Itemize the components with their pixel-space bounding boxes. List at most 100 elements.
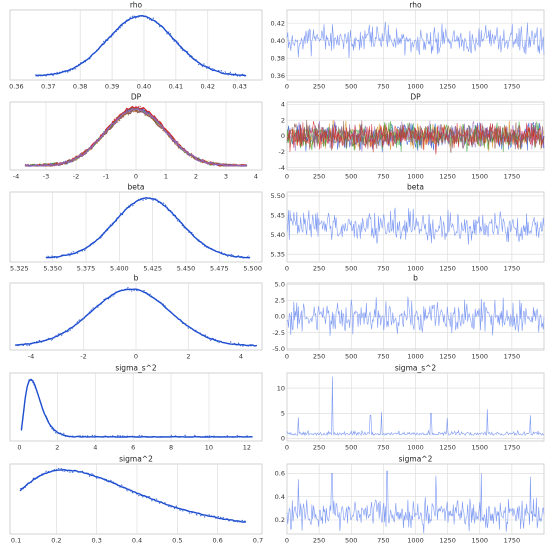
x-tick-label: 500 (345, 265, 357, 273)
x-tick-label: 0.43 (232, 83, 246, 91)
density-chain-dotted (35, 14, 247, 77)
subplot-density-8: sigma_s^2 0 2 4 6 8 10 12 (9, 364, 263, 452)
x-tick-label: 1000 (407, 83, 424, 91)
x-tick-label: -4 (28, 353, 34, 361)
x-tick-label: 5.325 (10, 265, 29, 273)
y-tick-label: -2 (279, 148, 285, 156)
subplot-density-10: sigma^2 0.1 0.2 0.3 0.4 0.5 0.6 0.7 (9, 455, 263, 545)
x-tick-label: 5.500 (243, 265, 262, 273)
plot-frame (9, 463, 263, 535)
x-tick-label: 1750 (504, 537, 521, 545)
x-tick-label: 0.40 (137, 83, 151, 91)
x-tick-label: 3 (224, 173, 228, 181)
x-tick-label: 10 (205, 444, 213, 452)
x-tick-label: 1000 (407, 173, 424, 181)
trace-line-0 (286, 470, 545, 534)
trace-line-0 (286, 376, 545, 437)
x-tick-label: 250 (313, 173, 325, 181)
x-tick-label: 1750 (504, 353, 521, 361)
x-tick-label: 1750 (504, 444, 521, 452)
x-tick-label: 500 (345, 353, 357, 361)
x-tick-label: 2 (55, 444, 59, 452)
x-tick-label: 1250 (439, 537, 456, 545)
x-tick-label: 1750 (504, 83, 521, 91)
x-tick-label: 5.475 (210, 265, 229, 273)
y-tick-label: 0.36 (271, 72, 285, 80)
x-tick-label: 6 (131, 444, 135, 452)
x-tick-label: 1500 (471, 444, 488, 452)
x-tick-label: -4 (13, 173, 19, 181)
x-tick-label: 0.42 (201, 83, 215, 91)
subplot-title: DP (410, 93, 421, 102)
y-tick-label: 0.40 (271, 37, 285, 45)
x-tick-label: 0 (285, 83, 289, 91)
trace-line-0 (286, 296, 545, 336)
x-tick-label: 1500 (471, 173, 488, 181)
density-curve-0 (19, 468, 246, 523)
x-tick-label: 1 (164, 173, 168, 181)
x-tick-label: 250 (313, 444, 325, 452)
x-tick-label: 750 (377, 83, 389, 91)
density-chain-dotted (20, 378, 253, 438)
x-tick-label: -1 (103, 173, 109, 181)
y-tick-label: 5.45 (271, 212, 285, 220)
x-tick-label: 1500 (471, 83, 488, 91)
y-tick-label: -2.5 (272, 329, 285, 337)
subplot-title: DP (131, 93, 142, 102)
density-curve-0 (35, 14, 247, 77)
x-tick-label: 1750 (504, 173, 521, 181)
x-tick-label: 1250 (439, 83, 456, 91)
x-tick-label: 0 (285, 444, 289, 452)
y-tick-label: 10 (277, 384, 285, 392)
x-tick-label: 1750 (504, 265, 521, 273)
y-tick-label: 5.35 (271, 250, 285, 258)
x-tick-label: 0 (134, 353, 138, 361)
density-curve-5 (24, 108, 248, 167)
x-tick-label: 750 (377, 537, 389, 545)
subplot-title: b (134, 274, 139, 283)
x-tick-label: 1500 (471, 537, 488, 545)
x-tick-label: 1250 (439, 353, 456, 361)
x-tick-label: 0 (17, 444, 21, 452)
x-tick-label: 4 (239, 353, 243, 361)
y-tick-label: 0.6 (275, 470, 285, 478)
x-tick-label: 500 (345, 444, 357, 452)
x-tick-label: 500 (345, 173, 357, 181)
x-tick-label: 750 (377, 353, 389, 361)
x-tick-label: 0.41 (169, 83, 183, 91)
x-tick-label: 1250 (439, 265, 456, 273)
x-tick-label: 5.450 (177, 265, 196, 273)
x-tick-label: 0.3 (92, 537, 102, 545)
subplot-trace-9: sigma_s^2 0 250 500 750 1000 1250 1500 1750 0 5 10 (277, 364, 545, 452)
x-tick-label: 12 (243, 444, 251, 452)
subplot-title: sigma^2 (119, 455, 153, 464)
x-tick-label: 0.38 (73, 83, 87, 91)
x-tick-label: 0.36 (9, 83, 23, 91)
y-tick-label: 5 (281, 409, 285, 417)
x-tick-label: -3 (43, 173, 49, 181)
y-tick-label: -4 (279, 164, 285, 172)
trace-line-5 (286, 121, 545, 155)
x-tick-label: 5.375 (77, 265, 96, 273)
x-tick-label: 1000 (407, 444, 424, 452)
x-tick-label: 0 (285, 537, 289, 545)
subplot-trace-5: beta 0 250 500 750 1000 1250 1500 1750 5.35 5.40 5.… (271, 183, 545, 273)
x-tick-label: 1250 (439, 444, 456, 452)
trace-line-0 (286, 21, 545, 59)
y-tick-label: 5.40 (271, 231, 285, 239)
density-chain-dotted (19, 467, 246, 524)
x-tick-label: 0.1 (11, 537, 21, 545)
subplot-title: b (413, 274, 418, 283)
x-tick-label: 4 (93, 444, 97, 452)
density-curve-0 (15, 288, 257, 347)
y-tick-label: 0 (281, 435, 285, 443)
x-tick-label: 750 (377, 444, 389, 452)
x-tick-label: 0 (285, 265, 289, 273)
x-tick-label: 0.7 (253, 537, 263, 545)
x-tick-label: 0.5 (172, 537, 182, 545)
y-tick-label: 0.38 (271, 54, 285, 62)
subplot-title: sigma_s^2 (395, 364, 437, 373)
subplot-title: beta (128, 183, 145, 192)
y-tick-label: -5.0 (272, 345, 285, 353)
